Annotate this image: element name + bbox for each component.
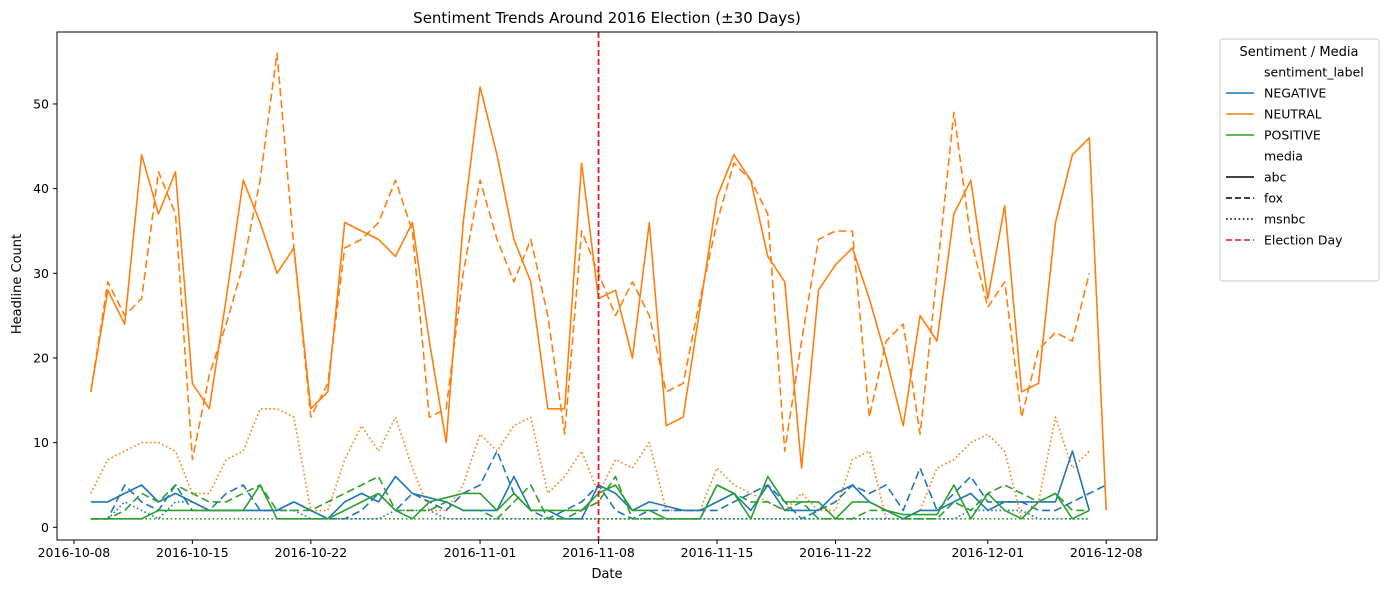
x-tick-label: 2016-11-08: [562, 545, 635, 560]
legend-label-neutral: NEUTRAL: [1264, 107, 1322, 122]
y-tick-label: 10: [33, 435, 49, 450]
series-line-neutral-msnbc: [90, 407, 1090, 520]
x-tick-label: 2016-11-22: [799, 545, 872, 560]
y-axis-label: Headline Count: [10, 234, 25, 334]
x-tick-label: 2016-12-08: [1070, 545, 1143, 560]
y-tick-label: 20: [33, 350, 49, 365]
y-tick-label: 50: [33, 96, 49, 111]
x-axis-label: Date: [591, 567, 622, 582]
series-line-positive-fox: [90, 475, 1090, 520]
x-tick-label: 2016-12-01: [951, 545, 1024, 560]
legend-label-media: media: [1264, 149, 1303, 164]
y-axis-ticks: 0 10 20 30 40 50: [33, 96, 57, 535]
x-tick-label: 2016-10-08: [38, 545, 111, 560]
legend-label-positive: POSITIVE: [1264, 128, 1321, 143]
y-tick-label: 30: [33, 266, 49, 281]
legend-label-sentiment-label: sentiment_label: [1264, 65, 1364, 80]
legend-title: Sentiment / Media: [1240, 45, 1359, 60]
x-axis-ticks: 2016-10-08 2016-10-15 2016-10-22 2016-11-01…: [38, 540, 1143, 560]
plot-area: 2016-10-08 2016-10-15 2016-10-22 2016-11-01…: [33, 31, 1158, 560]
x-tick-label: 2016-11-01: [444, 545, 517, 560]
chart-title: Sentiment Trends Around 2016 Election (±…: [413, 9, 801, 27]
legend-items: sentiment_label NEGATIVE NEUTRAL POSITIVE me…: [1226, 65, 1364, 248]
legend-label-abc: abc: [1264, 170, 1287, 185]
x-tick-label: 2016-11-15: [681, 545, 754, 560]
legend-box: [1219, 38, 1380, 282]
y-tick-label: 0: [41, 520, 49, 535]
x-tick-label: 2016-10-22: [275, 545, 348, 560]
series-line-neutral-fox: [90, 52, 1091, 461]
x-tick-label: 2016-10-15: [156, 545, 229, 560]
legend-label-negative: NEGATIVE: [1264, 86, 1326, 101]
legend-label-msnbc: msnbc: [1264, 212, 1306, 227]
plot-frame: [56, 31, 1158, 541]
series-line-positive-abc: [90, 475, 1090, 520]
y-tick-label: 40: [33, 181, 49, 196]
legend-label-fox: fox: [1264, 191, 1283, 206]
legend-label-election-day: Election Day: [1264, 233, 1343, 248]
legend: Sentiment / Media sentiment_label NEGATIV…: [1219, 38, 1380, 282]
